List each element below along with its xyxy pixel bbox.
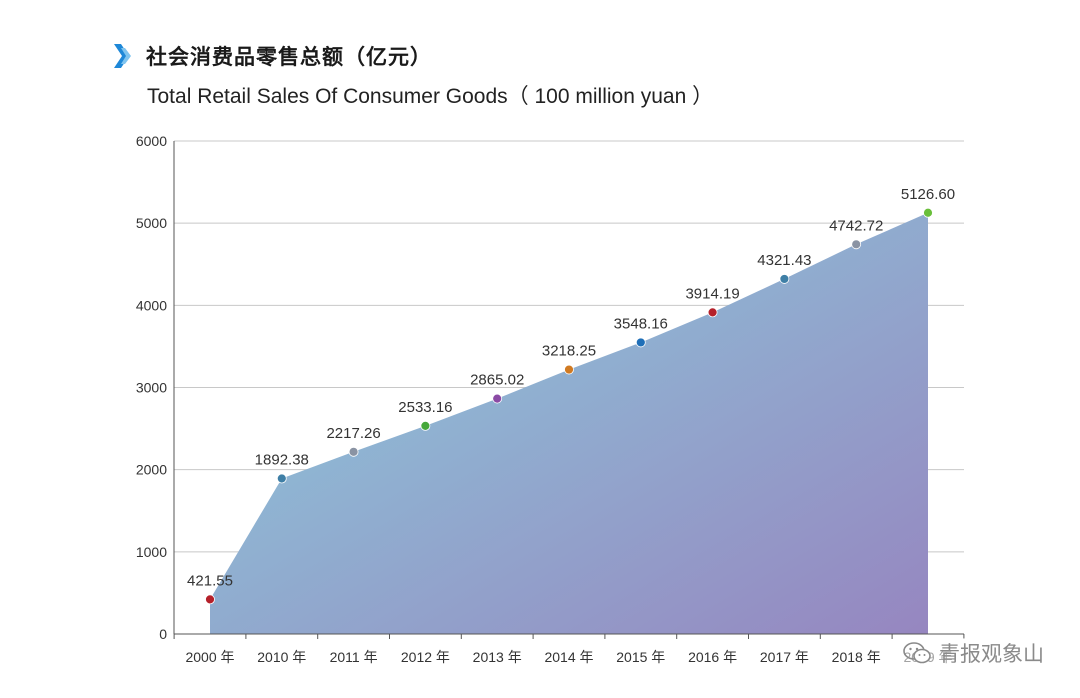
data-point (707, 307, 718, 318)
x-tick-label: 2016 年 (688, 649, 737, 665)
data-labels: 421.55 1892.38 2217.26 2533.16 2865.02 3218.2… (187, 186, 955, 590)
data-label: 2533.16 (398, 399, 452, 416)
watermark: 青报观象山 (901, 638, 1046, 668)
x-tick-label: 2018 年 (832, 649, 881, 665)
data-label: 3548.16 (614, 315, 668, 332)
series-area (210, 212, 928, 635)
data-point (492, 393, 503, 404)
data-label: 1892.38 (255, 452, 309, 469)
x-tick-label: 2012 年 (401, 649, 450, 665)
data-point (276, 473, 287, 484)
data-point (779, 274, 790, 284)
y-tick-label: 6000 (136, 133, 167, 149)
data-label: 2865.02 (470, 372, 524, 389)
data-label: 3218.25 (542, 343, 596, 360)
y-tick-label: 5000 (136, 215, 167, 231)
data-points (205, 207, 933, 605)
double-chevron-right-icon (114, 44, 131, 68)
data-point (635, 337, 646, 348)
data-point (923, 207, 933, 218)
data-label: 2217.26 (326, 425, 380, 442)
y-tick-label: 0 (159, 626, 167, 642)
watermark-text: 青报观象山 (939, 642, 1044, 666)
x-tick-label: 2014 年 (544, 649, 593, 665)
data-label: 3914.19 (685, 285, 739, 302)
x-tick-label: 2015 年 (616, 649, 665, 665)
x-tick-label: 2000 年 (185, 649, 234, 665)
data-point (205, 594, 215, 605)
chart-header: 社会消费品零售总额（亿元） (112, 40, 432, 72)
data-point (564, 364, 574, 375)
tick-labels: 0 1000 2000 3000 4000 5000 6000 2000 年 2010 年 201… (136, 133, 953, 665)
x-tick-label: 2013 年 (473, 649, 522, 665)
y-tick-label: 1000 (136, 544, 167, 560)
data-point (851, 239, 862, 250)
chart-title: 社会消费品零售总额（亿元） (146, 45, 432, 69)
wechat-icon (903, 642, 931, 664)
y-tick-label: 4000 (136, 297, 167, 313)
data-label: 421.55 (187, 572, 233, 589)
x-tick-label: 2017 年 (760, 649, 809, 665)
data-point (348, 446, 359, 457)
data-point (420, 420, 431, 431)
y-tick-label: 3000 (136, 380, 167, 396)
axes (173, 141, 965, 639)
data-label: 4742.72 (829, 217, 883, 234)
x-tick-label: 2010 年 (257, 649, 306, 665)
x-tick-label: 2011 年 (330, 649, 378, 665)
data-label: 4321.43 (757, 252, 811, 269)
data-label: 5126.60 (901, 186, 955, 203)
y-tick-label: 2000 (136, 462, 167, 478)
chart-subtitle: Total Retail Sales Of Consumer Goods（ 10… (147, 85, 714, 108)
